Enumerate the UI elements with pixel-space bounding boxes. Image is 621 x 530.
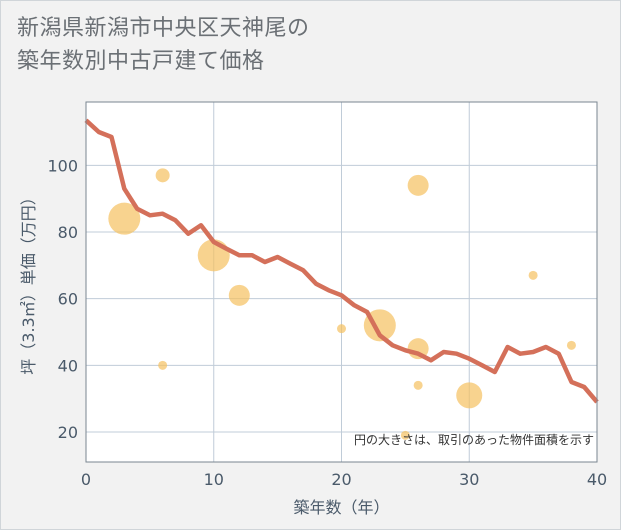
- bubble: [407, 174, 429, 196]
- bubble: [108, 202, 141, 235]
- chart-title-line-1: 新潟県新潟市中央区天神尾の: [17, 16, 310, 41]
- y-tick-label: 20: [58, 423, 78, 442]
- bubble: [566, 340, 576, 350]
- bubble: [456, 382, 483, 409]
- bubble: [528, 270, 538, 280]
- bubble-layer: [108, 168, 576, 440]
- y-tick-label: 60: [58, 290, 78, 309]
- y-axis-label: 坪（3.3㎡）単価（万円）: [19, 189, 38, 374]
- x-tick-label: 30: [459, 470, 479, 489]
- x-tick-label: 40: [587, 470, 607, 489]
- bubble: [158, 360, 168, 370]
- bubble: [400, 430, 410, 440]
- x-tick-label: 0: [81, 470, 91, 489]
- chart-title-line-2: 築年数別中古戸建て価格: [17, 49, 265, 74]
- size-note: 円の大きさは、取引のあった物件面積を示す: [354, 432, 594, 447]
- bubble: [337, 324, 346, 334]
- y-tick-label: 40: [58, 356, 78, 375]
- plot-border: [85, 101, 598, 463]
- bubble: [413, 380, 423, 390]
- y-tick-label: 80: [58, 223, 78, 242]
- y-tick-label: 100: [47, 156, 78, 175]
- average-price-line: [84, 118, 599, 404]
- chart-title: 新潟県新潟市中央区天神尾の 築年数別中古戸建て価格: [17, 12, 310, 78]
- axes: 0 10 20 30 40 20 40 60 80 100: [47, 101, 607, 489]
- bubble: [155, 168, 170, 183]
- bubble: [228, 284, 250, 306]
- x-tick-label: 20: [331, 470, 351, 489]
- x-tick-label: 10: [204, 470, 224, 489]
- x-axis-label: 築年数（年）: [293, 498, 389, 517]
